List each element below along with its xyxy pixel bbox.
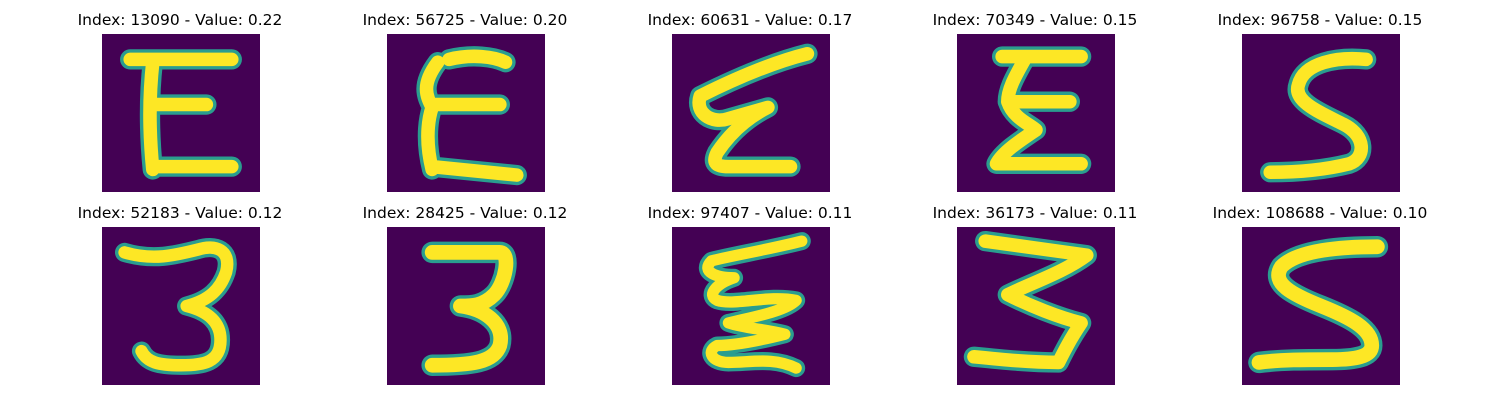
digit-image bbox=[1242, 227, 1400, 385]
panel-title: Index: 13090 - Value: 0.22 bbox=[77, 11, 283, 29]
panel-title: Index: 70349 - Value: 0.15 bbox=[932, 11, 1138, 29]
digit-image bbox=[1242, 34, 1400, 192]
digit-image bbox=[957, 227, 1115, 385]
panel-title: Index: 28425 - Value: 0.12 bbox=[362, 204, 568, 222]
panel-title: Index: 52183 - Value: 0.12 bbox=[77, 204, 283, 222]
panel-1: Index: 13090 - Value: 0.22 bbox=[50, 10, 310, 200]
panel-3: Index: 60631 - Value: 0.17 bbox=[620, 10, 880, 200]
panel-2: Index: 56725 - Value: 0.20 bbox=[335, 10, 595, 200]
panel-title: Index: 96758 - Value: 0.15 bbox=[1217, 11, 1423, 29]
panel-title: Index: 108688 - Value: 0.10 bbox=[1212, 204, 1428, 222]
panel-title: Index: 56725 - Value: 0.20 bbox=[362, 11, 568, 29]
panel-10: Index: 108688 - Value: 0.10 bbox=[1190, 203, 1450, 393]
digit-image bbox=[672, 227, 830, 385]
panel-title: Index: 36173 - Value: 0.11 bbox=[932, 204, 1138, 222]
digit-image bbox=[102, 34, 260, 192]
digit-image bbox=[957, 34, 1115, 192]
panel-title: Index: 60631 - Value: 0.17 bbox=[647, 11, 853, 29]
digit-image bbox=[387, 34, 545, 192]
panel-6: Index: 52183 - Value: 0.12 bbox=[50, 203, 310, 393]
digit-image bbox=[102, 227, 260, 385]
panel-title: Index: 97407 - Value: 0.11 bbox=[647, 204, 853, 222]
panel-5: Index: 96758 - Value: 0.15 bbox=[1190, 10, 1450, 200]
digit-image bbox=[387, 227, 545, 385]
digit-image bbox=[672, 34, 830, 192]
panel-8: Index: 97407 - Value: 0.11 bbox=[620, 203, 880, 393]
panel-4: Index: 70349 - Value: 0.15 bbox=[905, 10, 1165, 200]
panel-7: Index: 28425 - Value: 0.12 bbox=[335, 203, 595, 393]
panel-9: Index: 36173 - Value: 0.11 bbox=[905, 203, 1165, 393]
